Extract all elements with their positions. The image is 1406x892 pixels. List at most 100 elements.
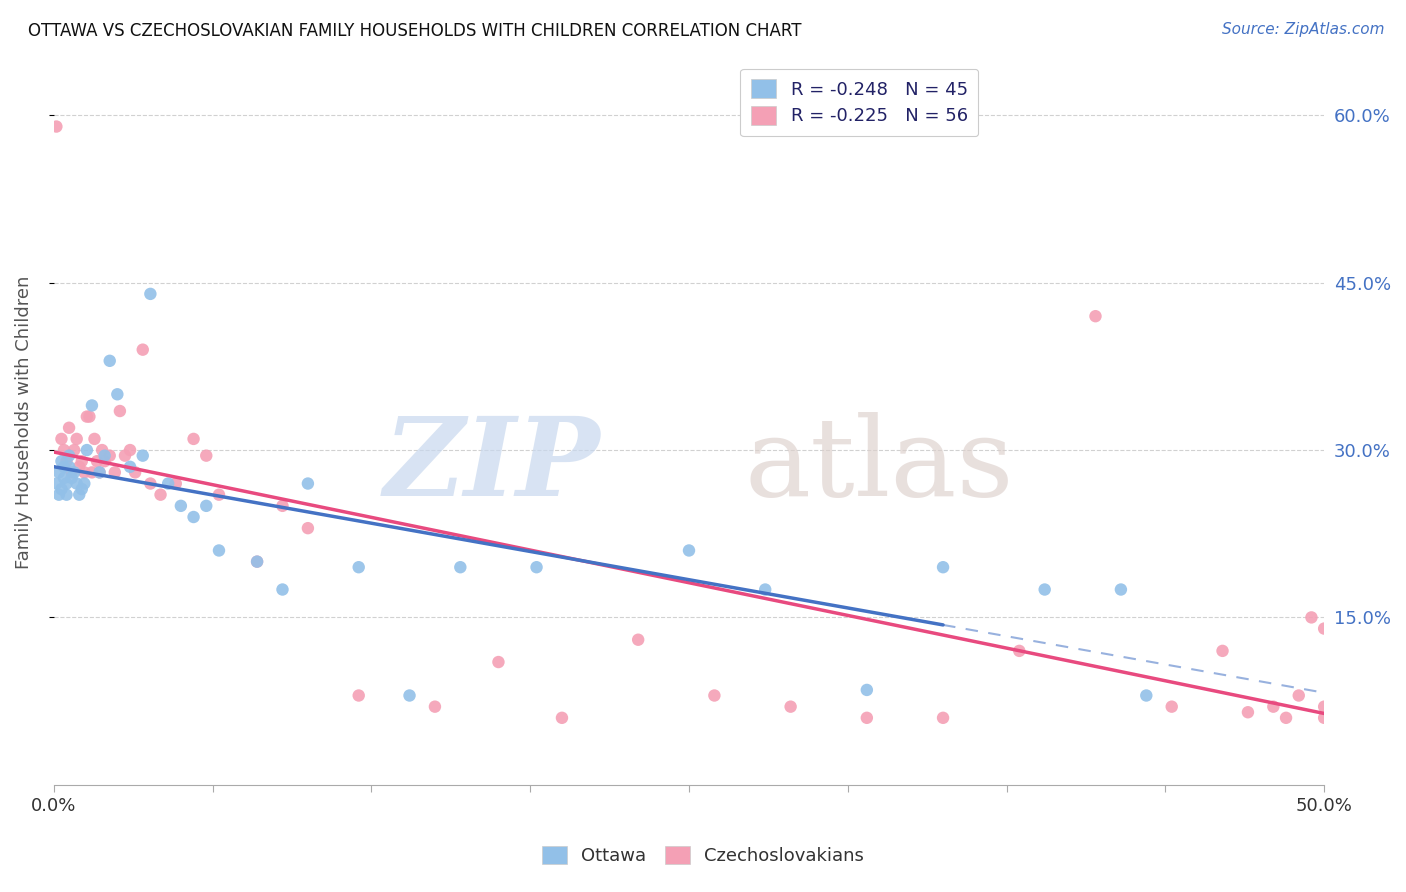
Point [856, 711, 879, 725]
Point [183, 432, 205, 446]
Point [297, 521, 319, 535]
Point [1313, 711, 1336, 725]
Point [271, 499, 294, 513]
Point [551, 711, 574, 725]
Point [139, 286, 162, 301]
Point [70, 482, 93, 496]
Point [1160, 699, 1182, 714]
Point [53, 459, 76, 474]
Point [423, 699, 446, 714]
Point [91, 443, 114, 458]
Point [58, 421, 80, 435]
Point [195, 449, 218, 463]
Point [60, 471, 83, 485]
Point [246, 555, 269, 569]
Point [132, 343, 155, 357]
Text: ZIP: ZIP [384, 412, 600, 519]
Point [93, 449, 115, 463]
Point [1288, 689, 1310, 703]
Point [55, 476, 77, 491]
Point [80, 466, 103, 480]
Point [63, 466, 86, 480]
Point [51, 482, 73, 496]
Point [58, 459, 80, 474]
Point [449, 560, 471, 574]
Point [70, 454, 93, 468]
Point [1109, 582, 1132, 597]
Point [108, 404, 131, 418]
Point [165, 476, 187, 491]
Y-axis label: Family Households with Children: Family Households with Children [15, 276, 32, 569]
Point [488, 655, 510, 669]
Point [55, 454, 77, 468]
Point [779, 699, 801, 714]
Point [526, 560, 548, 574]
Point [80, 399, 103, 413]
Point [1135, 689, 1157, 703]
Point [98, 449, 121, 463]
Point [139, 476, 162, 491]
Point [63, 443, 86, 458]
Point [98, 354, 121, 368]
Point [297, 476, 319, 491]
Point [51, 454, 73, 468]
Point [55, 488, 77, 502]
Point [627, 632, 650, 647]
Point [89, 466, 111, 480]
Text: Source: ZipAtlas.com: Source: ZipAtlas.com [1222, 22, 1385, 37]
Point [105, 387, 128, 401]
Point [932, 711, 955, 725]
Point [170, 499, 193, 513]
Point [45, 120, 67, 134]
Point [195, 499, 218, 513]
Text: OTTAWA VS CZECHOSLOVAKIAN FAMILY HOUSEHOLDS WITH CHILDREN CORRELATION CHART: OTTAWA VS CZECHOSLOVAKIAN FAMILY HOUSEHO… [28, 22, 801, 40]
Point [104, 466, 127, 480]
Point [53, 471, 76, 485]
Point [93, 454, 115, 468]
Point [66, 432, 89, 446]
Legend: Ottawa, Czechoslovakians: Ottawa, Czechoslovakians [533, 837, 873, 874]
Point [1275, 711, 1298, 725]
Point [76, 443, 98, 458]
Point [1084, 309, 1107, 323]
Point [79, 409, 101, 424]
Point [1313, 622, 1336, 636]
Point [703, 689, 725, 703]
Point [118, 459, 141, 474]
Point [45, 476, 67, 491]
Point [1263, 699, 1285, 714]
Point [83, 432, 105, 446]
Point [67, 459, 90, 474]
Point [66, 476, 89, 491]
Point [347, 689, 370, 703]
Point [856, 682, 879, 697]
Point [73, 476, 96, 491]
Point [932, 560, 955, 574]
Point [678, 543, 700, 558]
Point [86, 454, 108, 468]
Point [51, 432, 73, 446]
Point [89, 466, 111, 480]
Point [48, 488, 70, 502]
Point [76, 409, 98, 424]
Point [398, 689, 420, 703]
Point [183, 510, 205, 524]
Point [157, 476, 180, 491]
Point [132, 449, 155, 463]
Point [1313, 699, 1336, 714]
Point [114, 449, 136, 463]
Point [124, 466, 146, 480]
Point [58, 449, 80, 463]
Point [1301, 610, 1323, 624]
Point [67, 488, 90, 502]
Point [60, 466, 83, 480]
Text: atlas: atlas [745, 412, 1014, 519]
Point [1212, 644, 1234, 658]
Point [246, 555, 269, 569]
Point [208, 543, 231, 558]
Point [53, 443, 76, 458]
Point [149, 488, 172, 502]
Point [73, 466, 96, 480]
Point [754, 582, 776, 597]
Point [1008, 644, 1031, 658]
